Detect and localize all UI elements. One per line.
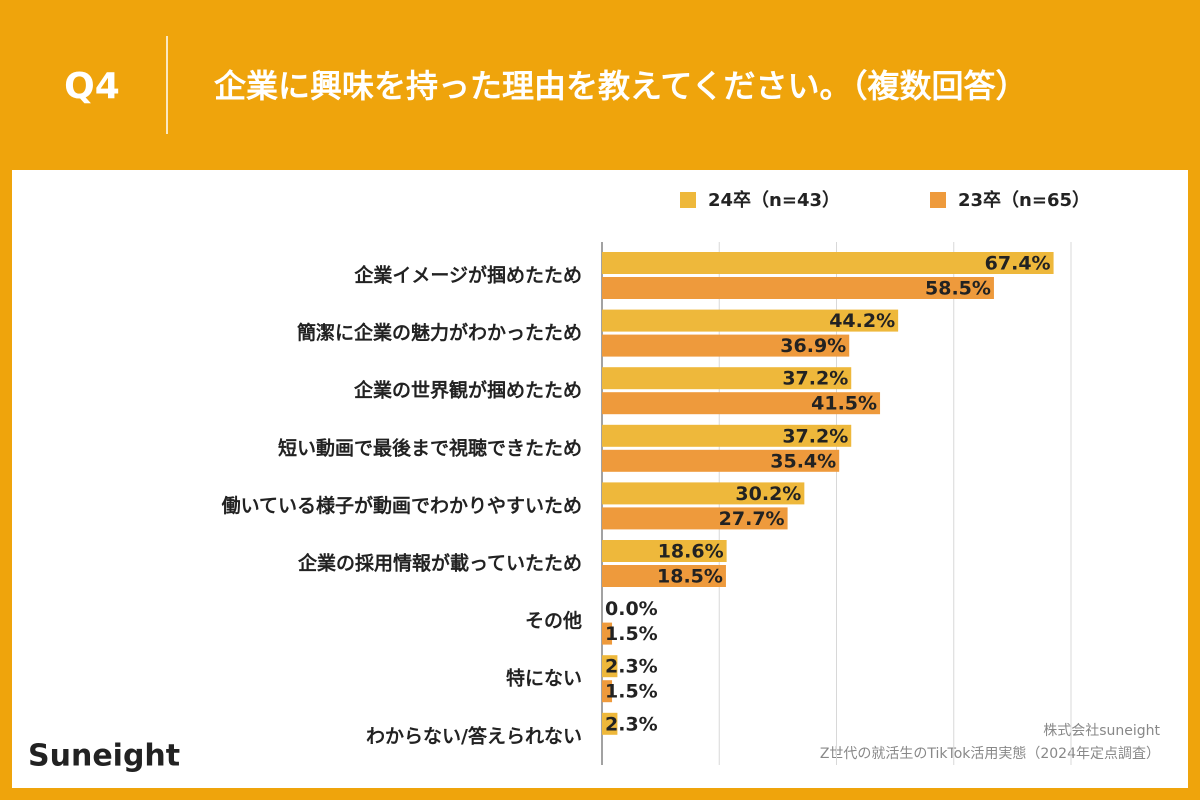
question-number: Q4 <box>64 66 120 107</box>
value-label: 35.4% <box>770 450 836 472</box>
category-label: 働いている様子が動画でわかりやすいため <box>221 494 582 517</box>
value-label: 1.5% <box>605 623 658 645</box>
value-label: 37.2% <box>782 368 848 390</box>
bar <box>602 565 726 587</box>
category-label: 短い動画で最後まで視聴できたため <box>278 436 582 459</box>
source-company: 株式会社suneight <box>1043 723 1160 739</box>
category-label: 簡潔に企業の魅力がわかったため <box>297 321 582 344</box>
value-label: 36.9% <box>780 335 846 357</box>
value-label: 44.2% <box>829 310 895 332</box>
bar <box>602 367 852 390</box>
value-label: 18.5% <box>657 566 723 588</box>
value-label: 27.7% <box>719 508 785 530</box>
legend-label: 23卒（n=65） <box>958 189 1090 211</box>
bar <box>602 482 805 505</box>
bar <box>602 424 852 447</box>
legend-swatch <box>930 192 946 208</box>
value-label: 1.5% <box>605 681 658 703</box>
brand-logo: Suneight <box>28 739 180 774</box>
bar <box>602 622 613 645</box>
bar <box>602 277 994 299</box>
value-label: 41.5% <box>811 393 877 415</box>
source-survey: Z世代の就活生のTikTok活用実態（2024年定点調査） <box>820 746 1160 762</box>
category-label: 企業の採用情報が載っていたため <box>297 552 582 575</box>
bar <box>602 540 727 562</box>
bar <box>602 392 881 415</box>
value-label: 0.0% <box>605 598 658 620</box>
bar <box>602 507 788 530</box>
value-label: 2.3% <box>605 656 658 678</box>
value-label: 67.4% <box>985 253 1051 275</box>
category-label: 企業イメージが掴めたため <box>353 264 582 287</box>
bar <box>602 252 1054 274</box>
category-label: 企業の世界観が掴めたため <box>353 379 582 402</box>
category-label: 特にない <box>506 668 582 690</box>
bar <box>602 334 850 357</box>
question-title: 企業に興味を持った理由を教えてください。（複数回答） <box>214 67 1027 105</box>
bar <box>602 680 613 703</box>
value-label: 18.6% <box>658 541 724 563</box>
category-label: その他 <box>525 609 582 632</box>
value-label: 30.2% <box>735 483 801 505</box>
bar <box>602 309 899 332</box>
legend-label: 24卒（n=43） <box>708 189 840 211</box>
category-label: わからない/答えられない <box>366 724 582 747</box>
value-label: 58.5% <box>925 278 991 300</box>
value-label: 37.2% <box>782 425 848 447</box>
bar <box>602 655 618 678</box>
value-label: 2.3% <box>605 713 658 735</box>
bar <box>602 712 618 735</box>
bar <box>602 449 840 472</box>
legend-swatch <box>680 192 696 208</box>
